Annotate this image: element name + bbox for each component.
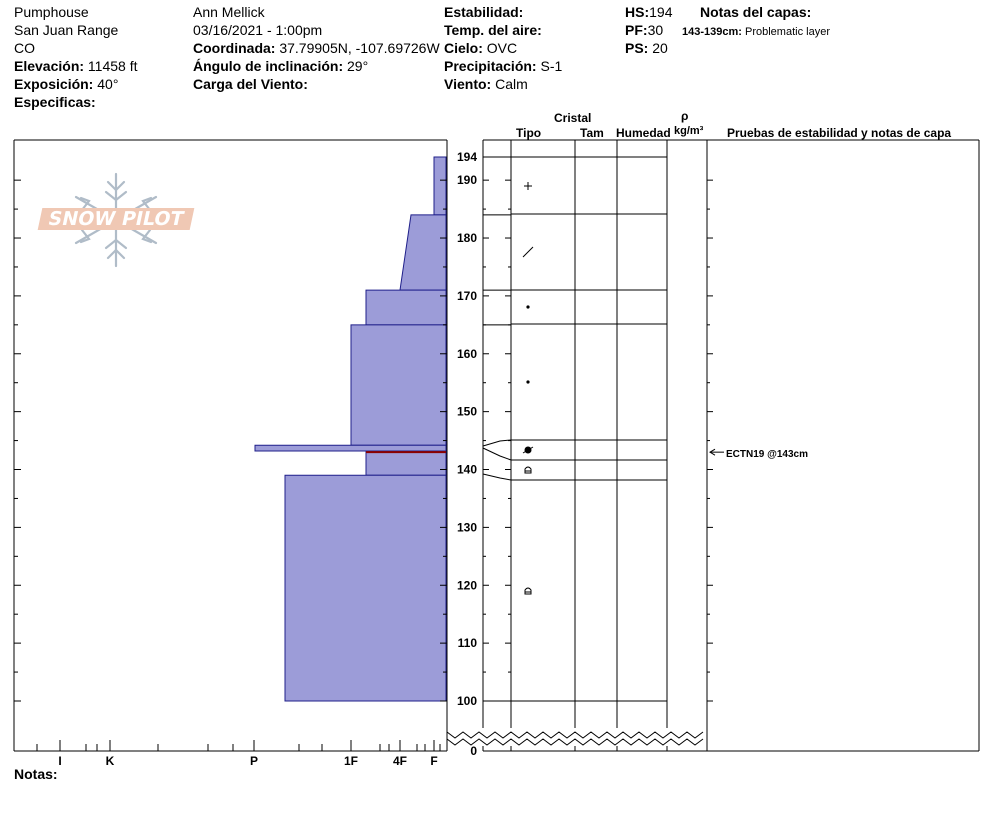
- precip-label: Precipitación:: [444, 58, 537, 74]
- ps-row: PS: 20: [625, 40, 668, 56]
- aspect-label: Exposición:: [14, 76, 94, 92]
- crystal-header: Cristal: [554, 111, 592, 125]
- coordinate-row: Coordinada: 37.79905N, -107.69726W: [193, 40, 440, 56]
- density-unit-header: kg/m³: [674, 125, 704, 137]
- hardness-layer-1: [399, 214, 447, 291]
- ps-label: PS:: [625, 40, 649, 56]
- aspect-value: 40°: [97, 76, 119, 92]
- depth-label: 100: [457, 694, 477, 708]
- depth-label: 170: [457, 289, 477, 303]
- hardness-axis-label: 1F: [344, 754, 358, 768]
- range-name: San Juan Range: [14, 22, 119, 38]
- layer-note: 143-139cm: Problematic layer: [682, 24, 830, 40]
- elevation-value: 11458 ft: [87, 58, 138, 74]
- layer-connector: [482, 447, 512, 461]
- sky-row: Cielo: OVC: [444, 40, 517, 56]
- pf-row: PF:30: [625, 22, 663, 38]
- tests-header: Pruebas de estabilidad y notas de capa: [727, 126, 952, 140]
- layer-note-text: Problematic layer: [745, 26, 830, 38]
- elevation-row: Elevación: 11458 ft: [14, 58, 137, 74]
- depth-label: 110: [458, 636, 478, 650]
- notes-label: Notas:: [14, 766, 58, 782]
- layer-notes-label: Notas del capas:: [700, 4, 812, 20]
- layer-connector: [482, 473, 512, 481]
- depth-label: 140: [457, 463, 477, 477]
- precip-value: S-1: [540, 58, 563, 74]
- hardness-axis-label: 4F: [393, 754, 407, 768]
- hardness-axis-label: K: [106, 754, 115, 768]
- hs-row: HS:194: [625, 4, 672, 20]
- location-name: Pumphouse: [14, 4, 89, 20]
- hardness-layer-6: [284, 474, 447, 702]
- depth-label: 194: [457, 150, 477, 164]
- wind-row: Viento: Calm: [444, 76, 528, 92]
- depth-label: 160: [457, 347, 477, 361]
- test-result: ECTN19 @143cm: [726, 449, 809, 460]
- pf-value: 30: [647, 22, 664, 38]
- pf-label: PF:: [625, 22, 648, 38]
- slope-label: Ángulo de inclinación:: [193, 58, 344, 74]
- specifics-label: Especificas:: [14, 94, 96, 110]
- hardness-axis-label: F: [430, 754, 437, 768]
- hardness-axis-label: I: [58, 754, 61, 768]
- depth-label: 180: [457, 231, 477, 245]
- sky-label: Cielo:: [444, 40, 483, 56]
- ps-value: 20: [652, 40, 668, 56]
- axis-break-gap: [448, 728, 706, 746]
- rho-header: ρ: [681, 109, 689, 123]
- depth-label: 130: [457, 520, 477, 534]
- air-temp-label: Temp. del aire:: [444, 22, 542, 38]
- hardness-layer-2: [365, 289, 447, 326]
- slope-row: Ángulo de inclinación: 29°: [193, 58, 368, 74]
- aspect-row: Exposición: 40°: [14, 76, 118, 92]
- layer-connector: [482, 439, 512, 447]
- state-name: CO: [14, 40, 35, 56]
- hardness-layer-4: [254, 444, 447, 452]
- axis-break-line: [446, 731, 704, 739]
- grain-symbol-dot: [526, 380, 530, 384]
- hardness-axis-label: P: [250, 754, 258, 768]
- hs-value: 194: [649, 4, 673, 20]
- grain-symbol-depth-hoar: [524, 466, 532, 474]
- size-header: Tam: [580, 126, 604, 140]
- snowpilot-logo: SNOW PILOT: [36, 170, 196, 270]
- coordinate-value: 37.79905N, -107.69726W: [279, 40, 440, 56]
- grain-symbol-dot: [526, 305, 530, 309]
- depth-label: 190: [457, 173, 477, 187]
- grain-symbol-slash: [522, 246, 534, 258]
- depth-label: 0: [470, 744, 477, 758]
- grain-symbol-depth-hoar: [524, 587, 532, 595]
- test-result-arrow: [709, 448, 716, 456]
- coordinate-label: Coordinada:: [193, 40, 276, 56]
- depth-label: 120: [457, 578, 477, 592]
- layer-note-depth: 143-139cm:: [682, 26, 742, 38]
- axis-break-line: [446, 738, 704, 746]
- moisture-header: Humedad: [616, 126, 671, 140]
- slope-value: 29°: [347, 58, 369, 74]
- hardness-layer-3: [350, 324, 447, 446]
- stability-label: Estabilidad:: [444, 4, 524, 20]
- wind-load-label: Carga del Viento:: [193, 76, 308, 92]
- elevation-label: Elevación:: [14, 58, 85, 74]
- precip-row: Precipitación: S-1: [444, 58, 562, 74]
- hardness-layer-5: [365, 450, 447, 476]
- wind-value: Calm: [495, 76, 528, 92]
- snowpilot-logo-text: SNOW PILOT: [37, 208, 195, 230]
- wind-label: Viento:: [444, 76, 492, 92]
- hardness-layer-0: [433, 156, 447, 216]
- observer-name: Ann Mellick: [193, 4, 265, 20]
- sky-value: OVC: [486, 40, 518, 56]
- observation-datetime: 03/16/2021 - 1:00pm: [193, 22, 323, 38]
- hs-label: HS:: [625, 4, 650, 20]
- type-header: Tipo: [516, 126, 542, 140]
- depth-label: 150: [457, 405, 477, 419]
- grain-symbol-surface-hoar: [522, 446, 534, 454]
